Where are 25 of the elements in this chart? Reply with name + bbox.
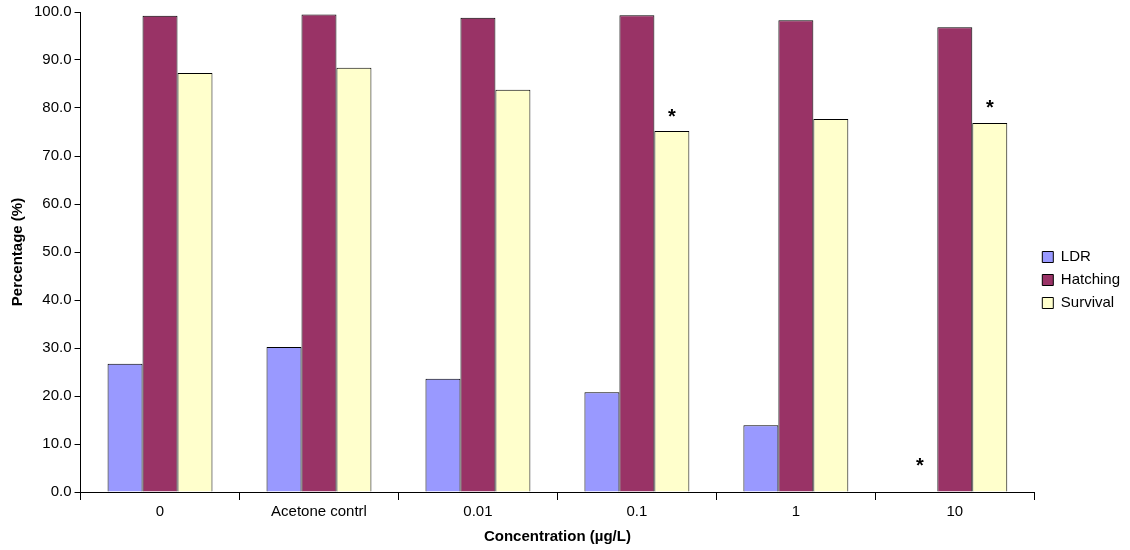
- x-axis-title: Concentration (µg/L): [483, 527, 631, 545]
- legend-label: LDR: [1060, 247, 1091, 265]
- y-tick-label: 90.0: [42, 50, 72, 68]
- data-label: *: [667, 104, 676, 127]
- y-axis-title: Percentage (%): [8, 197, 26, 307]
- y-tick-label: 20.0: [42, 386, 72, 404]
- y-tick-label: 70.0: [42, 146, 72, 164]
- x-tick-label: 1: [791, 502, 801, 520]
- y-tick-label: 0.0: [50, 482, 72, 500]
- y-tick-label: 60.0: [42, 194, 72, 212]
- y-tick-label: 80.0: [42, 98, 72, 116]
- y-tick-label: 50.0: [42, 242, 72, 260]
- y-tick-label: 10.0: [42, 434, 72, 452]
- y-tick-label: 100.0: [33, 2, 72, 20]
- x-tick-label: 0: [155, 502, 165, 520]
- legend-label: Survival: [1060, 293, 1115, 311]
- legend-label: Hatching: [1060, 270, 1120, 288]
- annotation: *: [915, 453, 924, 476]
- y-tick-label: 40.0: [42, 290, 72, 308]
- x-tick-label: 0.1: [626, 502, 648, 520]
- x-tick-label: 10: [946, 502, 964, 520]
- y-tick-label: 30.0: [42, 338, 72, 356]
- x-tick-label: 0.01: [463, 502, 493, 520]
- data-label: *: [985, 96, 994, 119]
- x-tick-label: Acetone contrl: [271, 502, 367, 520]
